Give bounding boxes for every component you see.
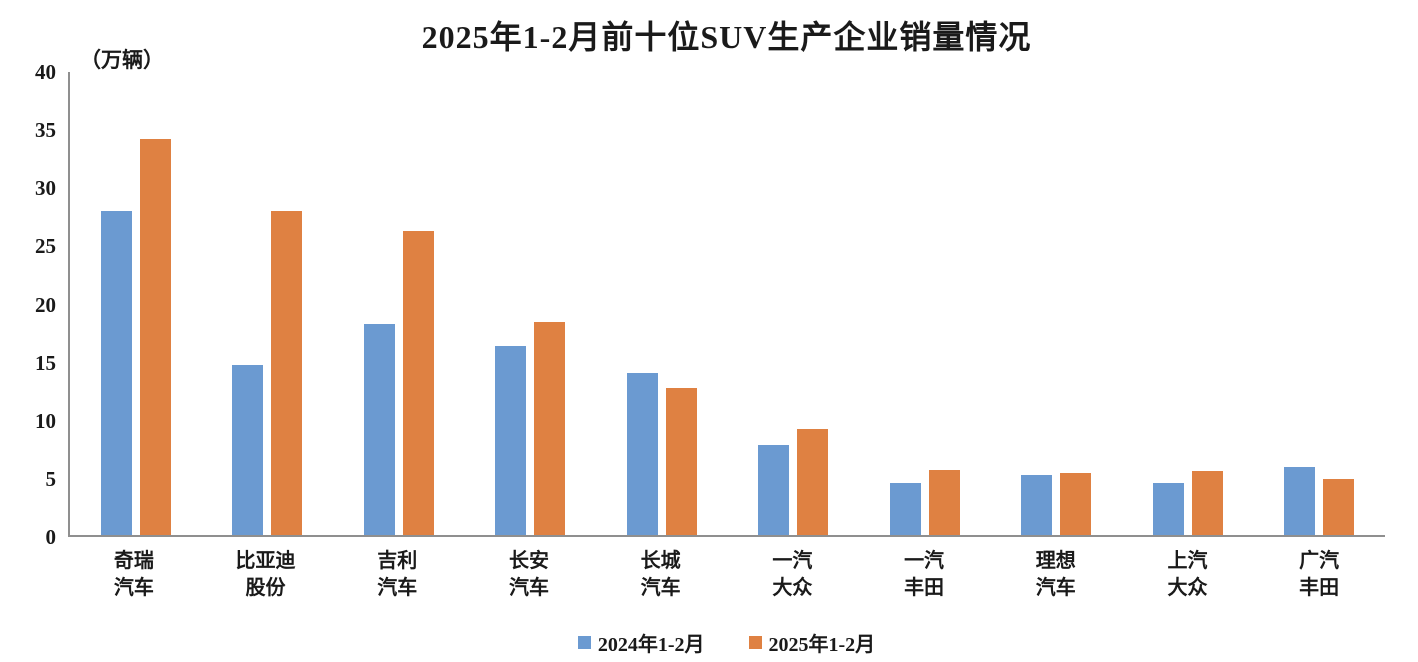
bar-group-10: [1254, 72, 1386, 535]
bar-2024年1-2月-长安汽车: [495, 346, 527, 535]
x-axis-label-line: 广汽: [1299, 550, 1340, 572]
x-axis-label-比亚迪股份: 比亚迪 股份: [200, 548, 332, 602]
y-tick-label: 40: [35, 60, 56, 84]
x-axis-label-line: 汽车: [113, 577, 154, 599]
bar-group-5: [596, 72, 728, 535]
x-axis-label-line: 汽车: [508, 577, 549, 599]
bar-2025年1-2月-理想汽车: [1060, 472, 1092, 535]
y-axis-unit-label: （万辆）: [80, 48, 164, 72]
plot-area: [68, 72, 1385, 537]
bar-2024年1-2月-比亚迪股份: [232, 364, 264, 535]
x-axis-label-一汽大众: 一汽 大众: [727, 548, 859, 602]
bar-2024年1-2月-长城汽车: [626, 372, 658, 535]
y-tick-label: 0: [45, 525, 57, 549]
bar-2025年1-2月-奇瑞汽车: [139, 139, 171, 535]
bar-2025年1-2月-一汽大众: [797, 428, 829, 535]
x-axis-labels: 奇瑞 汽车 比亚迪 股份 吉利 汽车 长安 汽车 长城 汽车 一汽 大众 一汽 丰田 理想 汽车 上汽 大众 广汽丰…: [68, 548, 1385, 602]
bar-2024年1-2月-吉利汽车: [363, 324, 395, 535]
bar-2024年1-2月-一汽丰田: [889, 482, 921, 535]
x-axis-label-line: 丰田: [1299, 577, 1340, 599]
x-axis-label-理想汽车: 理想 汽车: [990, 548, 1122, 602]
x-axis-label-一汽丰田: 一汽 丰田: [858, 548, 990, 602]
legend-label: 2025年1-2月: [768, 634, 876, 656]
bar-2025年1-2月-比亚迪股份: [271, 210, 303, 535]
bar-2024年1-2月-一汽大众: [758, 444, 790, 535]
x-axis-label-line: 上汽: [1167, 550, 1208, 572]
x-axis-label-line: 股份: [245, 577, 286, 599]
bar-group-2: [202, 72, 334, 535]
bar-group-1: [70, 72, 202, 535]
y-tick-label: 35: [35, 118, 56, 143]
bar-2025年1-2月-长安汽车: [534, 322, 566, 535]
bar-group-7: [859, 72, 991, 535]
bar-2025年1-2月-广汽丰田: [1323, 479, 1355, 535]
bar-group-4: [465, 72, 597, 535]
x-axis-label-line: 汽车: [1035, 577, 1076, 599]
x-axis-label-line: 吉利: [377, 550, 418, 572]
x-axis-label-上汽大众: 上汽 大众: [1122, 548, 1254, 602]
bar-groups: [70, 72, 1385, 535]
y-tick-label: 15: [35, 350, 56, 375]
x-axis-label-line: 理想: [1035, 550, 1076, 572]
x-axis-label-长安汽车: 长安 汽车: [463, 548, 595, 602]
bar-2024年1-2月-理想汽车: [1021, 474, 1053, 535]
legend-item-2025年1-2月: 2025年1-2月: [748, 628, 876, 657]
x-axis-label-line: 丰田: [904, 577, 945, 599]
bar-2025年1-2月-长城汽车: [665, 388, 697, 535]
bar-2025年1-2月-上汽大众: [1191, 471, 1223, 535]
x-axis-label-line: 长城: [640, 550, 681, 572]
bar-group-6: [728, 72, 860, 535]
x-axis-label-line: 一汽: [772, 550, 813, 572]
x-axis-label-line: 一汽: [904, 550, 945, 572]
y-tick-label: 25: [35, 234, 56, 259]
x-axis-label-line: 汽车: [640, 577, 681, 599]
x-axis-label-line: 汽车: [377, 577, 418, 599]
bar-2025年1-2月-吉利汽车: [402, 230, 434, 535]
x-axis-label-line: 大众: [1167, 577, 1208, 599]
chart-title: 2025年1-2月前十位SUV生产企业销量情况: [421, 19, 1032, 55]
bar-group-3: [333, 72, 465, 535]
legend: 2024年1-2月 2025年1-2月: [68, 628, 1385, 657]
legend-swatch-icon: [577, 636, 591, 649]
x-axis-label-长城汽车: 长城 汽车: [595, 548, 727, 602]
x-axis-label-line: 长安: [508, 550, 549, 572]
y-tick-label: 20: [35, 292, 56, 317]
bar-group-9: [1122, 72, 1254, 535]
x-axis-label-line: 大众: [772, 577, 813, 599]
bar-2024年1-2月-上汽大众: [1152, 482, 1184, 535]
legend-item-2024年1-2月: 2024年1-2月: [577, 628, 705, 657]
y-tick-label: 10: [35, 408, 56, 433]
bar-2025年1-2月-一汽丰田: [928, 470, 960, 535]
y-tick-label: 5: [45, 466, 57, 491]
x-axis-label-广汽丰田: 广汽 丰田: [1253, 548, 1385, 602]
legend-swatch-icon: [748, 636, 762, 649]
bar-2024年1-2月-奇瑞汽车: [100, 210, 132, 535]
x-axis-label-line: 比亚迪: [235, 550, 296, 572]
x-axis-label-奇瑞汽车: 奇瑞 汽车: [68, 548, 200, 602]
x-axis-label-吉利汽车: 吉利 汽车: [331, 548, 463, 602]
bar-2024年1-2月-广汽丰田: [1284, 466, 1316, 535]
y-tick-label: 30: [35, 176, 56, 201]
legend-label: 2024年1-2月: [597, 634, 705, 656]
bar-group-8: [991, 72, 1123, 535]
x-axis-label-line: 奇瑞: [113, 550, 154, 572]
